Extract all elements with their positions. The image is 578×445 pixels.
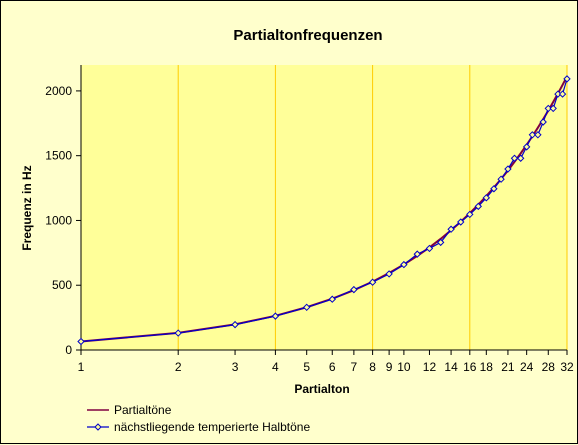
series-1-point-1 — [77, 337, 85, 346]
x-tick-label-7: 7 — [351, 360, 358, 374]
series-1-point-2 — [174, 329, 182, 337]
series-1-point-31 — [558, 90, 567, 98]
y-tick-label-1500: 1500 — [45, 149, 72, 163]
series-1-point-32 — [563, 75, 571, 83]
series-1-point-14 — [447, 225, 455, 233]
series-1-point-6 — [328, 295, 336, 303]
y-axis-title: Frequenz in Hz — [20, 165, 34, 250]
series-1-point-15 — [457, 218, 465, 226]
x-axis-title: Partialton — [294, 382, 349, 396]
series-1-point-26 — [534, 131, 542, 139]
x-tick-label-3: 3 — [232, 360, 239, 374]
series-1-point-10 — [400, 260, 408, 269]
plot-area — [81, 65, 567, 350]
series-1-point-16 — [466, 210, 474, 219]
axes — [76, 65, 568, 355]
x-tick-label-10: 10 — [397, 360, 411, 374]
series-1-point-22 — [510, 154, 519, 162]
x-tick-label-6: 6 — [329, 360, 336, 374]
series-1-point-23 — [516, 154, 525, 162]
x-tick-label-8: 8 — [369, 360, 376, 374]
series-1-point-3 — [231, 320, 239, 329]
x-tick-label-9: 9 — [386, 360, 393, 374]
y-tick-labels: 0 500 1000 1500 2000 — [45, 84, 72, 357]
x-tick-labels: 1 2 3 4 5 6 7 8 9 10 12 14 16 18 21 24 28 32 — [78, 360, 574, 374]
x-tick-label-24: 24 — [520, 360, 534, 374]
series-1-point-5 — [302, 303, 311, 312]
series-1-point-4 — [271, 312, 280, 320]
chart-title: Partialtonfrequenzen — [233, 27, 382, 44]
legend-label-halbtoene: nächstliegende temperierte Halbtöne — [114, 420, 310, 434]
x-tick-label-4: 4 — [272, 360, 279, 374]
gridlines — [177, 65, 568, 350]
legend-marker-halbtoene — [94, 423, 102, 431]
series-1-point-28 — [544, 104, 552, 113]
x-tick-label-16: 16 — [463, 360, 477, 374]
x-tick-label-14: 14 — [444, 360, 458, 374]
y-tick-label-0: 0 — [65, 343, 72, 357]
series-1-point-8 — [368, 278, 377, 286]
x-tick-label-18: 18 — [480, 360, 494, 374]
series-1-point-24 — [522, 143, 531, 151]
y-tick-label-1000: 1000 — [45, 213, 72, 227]
series-1-point-21 — [504, 165, 512, 173]
x-tick-label-28: 28 — [542, 360, 556, 374]
series-1-point-25 — [528, 131, 537, 139]
series-1-point-9 — [385, 270, 393, 278]
y-tick-label-500: 500 — [52, 278, 72, 292]
x-tick-label-21: 21 — [501, 360, 515, 374]
series-1-point-7 — [350, 285, 358, 294]
series-1-point-17 — [474, 202, 483, 211]
legend: Partialtöne nächstliegende temperierte H… — [87, 403, 310, 434]
legend-label-partialtoene: Partialtöne — [114, 403, 172, 417]
y-tick-label-2000: 2000 — [45, 84, 72, 98]
series-1-point-27 — [539, 118, 547, 126]
x-tick-label-5: 5 — [303, 360, 310, 374]
series-layer — [77, 75, 571, 346]
x-tick-label-32: 32 — [560, 360, 574, 374]
series-1-point-13 — [436, 238, 445, 247]
series-1-point-20 — [497, 175, 505, 183]
series-1-point-19 — [490, 185, 498, 193]
x-tick-label-2: 2 — [175, 360, 182, 374]
x-tick-label-12: 12 — [423, 360, 437, 374]
x-tick-label-1: 1 — [78, 360, 85, 374]
series-1-point-11 — [413, 250, 421, 258]
series-1-point-18 — [482, 194, 491, 202]
series-1-point-29 — [549, 104, 557, 113]
series-1-point-12 — [425, 244, 434, 253]
